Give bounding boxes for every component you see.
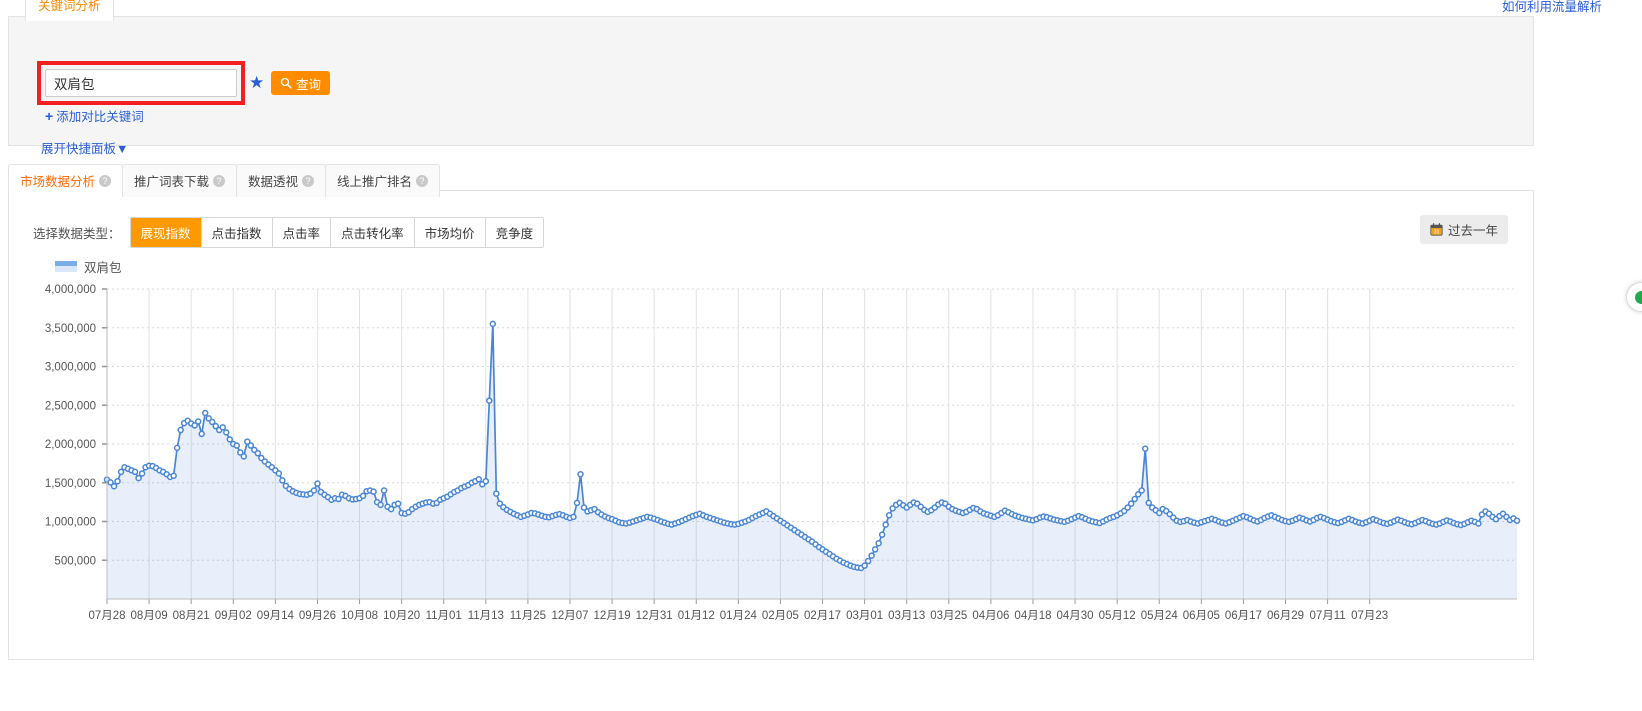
svg-text:11月25: 11月25 — [510, 610, 546, 622]
tab-2[interactable]: 数据透视? — [236, 164, 327, 197]
svg-text:3,000,000: 3,000,000 — [45, 362, 96, 374]
svg-text:12月19: 12月19 — [594, 610, 631, 622]
add-compare-keyword-label: 添加对比关键词 — [56, 110, 144, 124]
svg-text:02月05: 02月05 — [762, 610, 799, 622]
query-button-label: 查询 — [296, 77, 322, 92]
svg-text:09月26: 09月26 — [299, 610, 336, 622]
chart-svg: 500,000 1,000,000 1,500,000 2,000,000 2,500,… — [45, 284, 1521, 622]
legend-swatch-icon — [55, 261, 77, 272]
svg-text:06月17: 06月17 — [1225, 610, 1262, 622]
svg-text:07月11: 07月11 — [1309, 610, 1345, 622]
tab-active-mask — [26, 17, 100, 19]
datatype-label: 选择数据类型： — [33, 227, 121, 241]
legend-label: 双肩包 — [84, 261, 122, 275]
traffic-analysis-help-link[interactable]: 如何利用流量解析 — [1501, 0, 1602, 14]
impression-index-line-chart[interactable]: 500,000 1,000,000 1,500,000 2,000,000 2,500,… — [23, 281, 1523, 641]
tab-label: 市场数据分析 — [20, 175, 96, 189]
datatype-option-点击率[interactable]: 点击率 — [272, 218, 332, 247]
tab-label: 线上推广排名 — [337, 175, 413, 189]
datatype-option-点击转化率[interactable]: 点击转化率 — [331, 218, 415, 247]
keyword-search-panel: 关键词分析 ★ 查询 + 添加对比关键词 展开快捷面板▼ — [8, 0, 1534, 156]
svg-text:11月13: 11月13 — [468, 610, 504, 622]
help-icon[interactable]: ? — [302, 174, 315, 187]
tab-keyword-analysis[interactable]: 关键词分析 — [25, 0, 114, 21]
datatype-option-竞争度[interactable]: 竞争度 — [485, 218, 544, 247]
tab-0[interactable]: 市场数据分析? — [8, 164, 124, 197]
datatype-option-展现指数[interactable]: 展现指数 — [130, 218, 202, 247]
help-icon[interactable]: ? — [213, 174, 226, 187]
floating-side-widget[interactable] — [1626, 282, 1642, 312]
svg-text:3,500,000: 3,500,000 — [45, 323, 96, 335]
keyword-input[interactable] — [45, 69, 237, 97]
svg-text:31: 31 — [1434, 230, 1440, 236]
svg-text:10月08: 10月08 — [341, 610, 378, 622]
expand-quick-panel-link[interactable]: 展开快捷面板▼ — [41, 142, 129, 156]
svg-text:04月06: 04月06 — [972, 610, 1009, 622]
svg-text:01月12: 01月12 — [678, 610, 715, 622]
tab-3[interactable]: 线上推广排名? — [325, 164, 441, 197]
svg-text:2,000,000: 2,000,000 — [45, 439, 96, 451]
datatype-option-点击指数[interactable]: 点击指数 — [201, 218, 273, 247]
svg-text:04月18: 04月18 — [1014, 610, 1051, 622]
annotation-highlight-box — [37, 61, 245, 105]
svg-text:05月24: 05月24 — [1141, 610, 1179, 622]
svg-text:4,000,000: 4,000,000 — [45, 284, 96, 296]
svg-text:03月25: 03月25 — [930, 610, 967, 622]
svg-text:08月09: 08月09 — [131, 610, 168, 622]
svg-text:02月17: 02月17 — [804, 610, 841, 622]
main-tab-bar: 市场数据分析? 推广词表下载? 数据透视? 线上推广排名? — [8, 164, 441, 197]
svg-text:03月13: 03月13 — [888, 610, 925, 622]
datatype-button-group: 展现指数 点击指数 点击率 点击转化率 市场均价 竞争度 — [129, 217, 545, 248]
svg-text:09月02: 09月02 — [215, 610, 252, 622]
datatype-selector-row: 选择数据类型： 展现指数 点击指数 点击率 点击转化率 市场均价 竞争度 — [33, 217, 545, 248]
svg-text:12月07: 12月07 — [551, 610, 588, 622]
svg-text:04月30: 04月30 — [1057, 610, 1094, 622]
svg-text:07月28: 07月28 — [88, 610, 125, 622]
svg-text:09月14: 09月14 — [257, 610, 295, 622]
date-range-label: 过去一年 — [1447, 224, 1498, 238]
svg-text:11月01: 11月01 — [426, 610, 462, 622]
plus-icon: + — [45, 107, 54, 124]
tab-1[interactable]: 推广词表下载? — [122, 164, 238, 197]
svg-text:12月31: 12月31 — [636, 610, 673, 622]
tab-label: 数据透视 — [248, 175, 299, 189]
svg-text:06月05: 06月05 — [1183, 610, 1220, 622]
add-compare-keyword-link[interactable]: + 添加对比关键词 — [45, 106, 144, 125]
svg-text:06月29: 06月29 — [1267, 610, 1304, 622]
svg-text:05月12: 05月12 — [1099, 610, 1136, 622]
help-icon[interactable]: ? — [416, 174, 429, 187]
status-dot-icon — [1634, 290, 1642, 304]
svg-text:07月23: 07月23 — [1351, 610, 1388, 622]
svg-text:1,000,000: 1,000,000 — [45, 517, 96, 529]
svg-text:500,000: 500,000 — [54, 555, 96, 567]
svg-text:2,500,000: 2,500,000 — [45, 400, 96, 412]
date-range-button[interactable]: 31 过去一年 — [1419, 215, 1508, 244]
datatype-option-市场均价[interactable]: 市场均价 — [414, 218, 486, 247]
svg-text:1,500,000: 1,500,000 — [45, 478, 96, 490]
market-data-analysis-card: 选择数据类型： 展现指数 点击指数 点击率 点击转化率 市场均价 竞争度 31 过去一年 … — [8, 190, 1534, 660]
search-icon — [280, 77, 292, 89]
svg-text:03月01: 03月01 — [846, 610, 883, 622]
svg-text:01月24: 01月24 — [720, 610, 758, 622]
svg-text:10月20: 10月20 — [383, 610, 420, 622]
svg-text:08月21: 08月21 — [173, 610, 210, 622]
chart-legend[interactable]: 双肩包 — [55, 257, 122, 276]
favorite-star-icon[interactable]: ★ — [249, 73, 265, 92]
tab-label: 推广词表下载 — [134, 175, 210, 189]
calendar-icon: 31 — [1430, 223, 1443, 236]
query-button[interactable]: 查询 — [271, 71, 331, 95]
help-icon[interactable]: ? — [99, 174, 112, 187]
